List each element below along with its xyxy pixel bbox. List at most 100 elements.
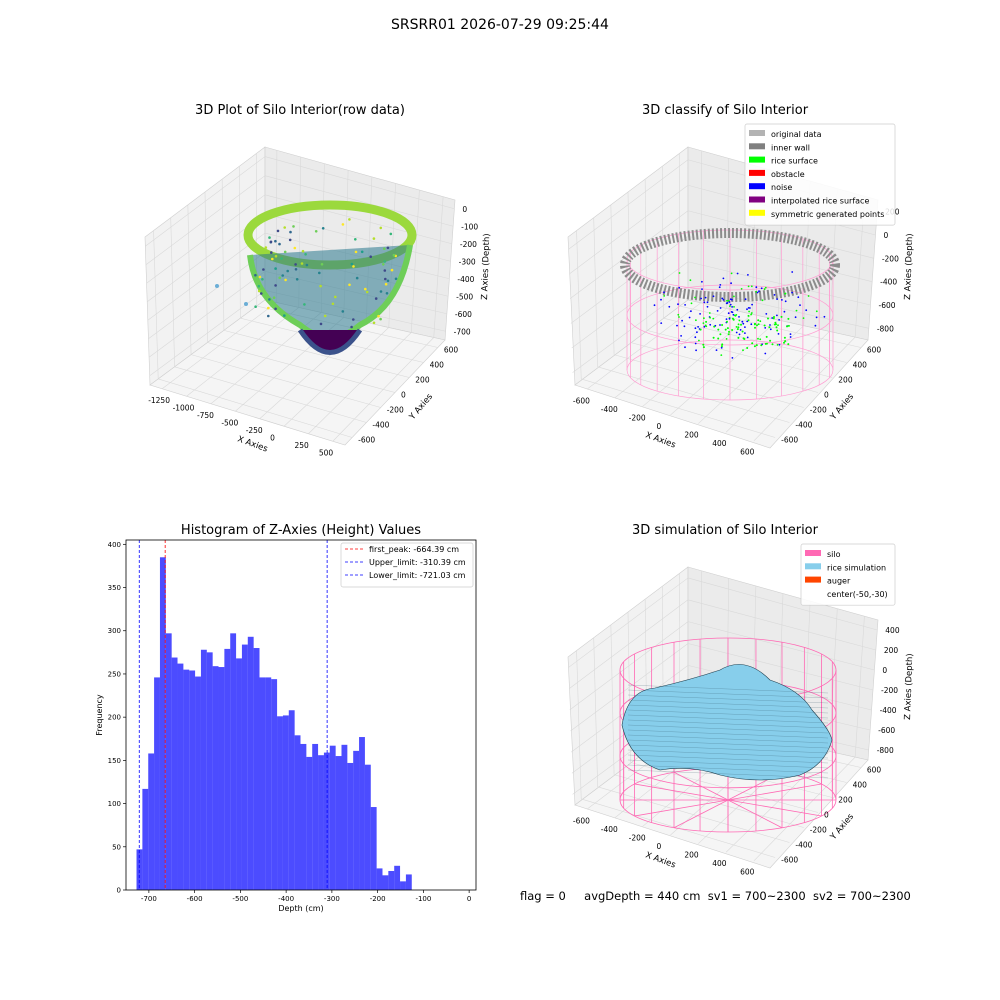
scatter-point — [807, 295, 810, 297]
avg-depth-text: avgDepth = 440 cm — [584, 889, 701, 903]
grid-line — [147, 232, 266, 321]
scatter-point — [725, 318, 728, 320]
y-tick-label: 0 — [824, 811, 829, 820]
scatter-point — [713, 325, 716, 328]
scatter-point — [278, 242, 281, 246]
scatter-point — [701, 288, 703, 290]
scatter-point — [799, 304, 801, 306]
histogram-bar — [359, 737, 365, 890]
scatter-point — [729, 298, 732, 301]
scatter-point — [386, 246, 390, 250]
scatter-point — [352, 318, 355, 321]
scatter-point — [352, 265, 355, 268]
grid-line — [570, 643, 689, 732]
scatter-point — [726, 327, 729, 330]
x-tick-label: 0 — [270, 433, 275, 442]
grid-line — [576, 230, 582, 379]
scatter-point — [677, 313, 680, 316]
scatter-point — [815, 310, 818, 313]
scatter-point — [729, 303, 732, 306]
scatter-point — [746, 320, 749, 323]
y-tick-label: 200 — [838, 376, 853, 385]
scatter-point — [257, 284, 261, 288]
panel1-outlier-point — [244, 302, 248, 306]
status-footer: flag = 0 avgDepth = 440 cm sv1 = 700~230… — [520, 889, 911, 903]
panel2-legend-frame — [744, 123, 896, 226]
scatter-point — [776, 298, 778, 300]
y-tick-label: -400 — [795, 421, 812, 430]
scatter-point — [699, 328, 702, 331]
scatter-point — [386, 279, 390, 283]
scatter-point — [742, 322, 745, 325]
scatter-point — [747, 285, 750, 288]
panel1-pane-floor — [149, 299, 446, 446]
scatter-point — [257, 289, 261, 293]
scatter-point — [743, 338, 746, 340]
scatter-point — [780, 315, 783, 318]
y-tick-label: 400 — [108, 541, 121, 549]
panel1-title: 3D Plot of Silo Interior(row data) — [195, 103, 405, 118]
histogram-bar — [212, 666, 219, 890]
scatter-point — [737, 336, 740, 339]
z-tick-label: -800 — [877, 324, 894, 333]
x-tick-label: 400 — [712, 859, 727, 868]
grid-line — [264, 194, 452, 245]
surface-mesh-line — [627, 689, 829, 699]
scatter-point — [724, 328, 727, 331]
scatter-point — [741, 320, 744, 323]
scatter-point — [678, 339, 680, 342]
scatter-point — [787, 317, 790, 320]
scatter-point — [267, 314, 270, 318]
scatter-point — [764, 352, 767, 355]
y-tick-label: 200 — [108, 714, 121, 722]
z-tick-label: -700 — [454, 327, 471, 336]
scatter-point — [786, 325, 788, 328]
histogram-bar — [335, 756, 342, 890]
z-tick-label: -200 — [882, 254, 899, 263]
surface-mesh-line — [627, 739, 829, 749]
scatter-point — [764, 286, 767, 289]
scatter-point — [720, 354, 723, 356]
histogram-bar — [329, 745, 336, 890]
grid-line — [687, 286, 869, 329]
scatter-point — [695, 349, 697, 352]
grid-line — [597, 366, 790, 423]
scatter-point — [758, 290, 760, 293]
scatter-point — [268, 236, 271, 239]
scatter-point — [705, 320, 708, 323]
scatter-point — [774, 321, 777, 324]
histogram-bar — [171, 657, 178, 890]
grid-line — [174, 366, 367, 423]
histogram-bar — [282, 715, 289, 890]
scatter-point — [678, 316, 680, 318]
histogram-bar — [177, 663, 184, 890]
scatter-point — [660, 298, 662, 301]
y-tick-label: 400 — [853, 361, 868, 370]
scatter-point — [791, 291, 793, 294]
y-tick-label: 600 — [867, 766, 882, 775]
scatter-point — [699, 313, 701, 315]
scatter-point — [382, 263, 385, 266]
scatter-point — [737, 323, 740, 326]
scatter-point — [778, 319, 780, 321]
scatter-point — [678, 272, 681, 274]
surface-mesh-line — [627, 699, 829, 709]
scatter-point — [379, 290, 383, 293]
scatter-point — [292, 225, 295, 228]
histogram-bar — [206, 652, 213, 890]
scatter-point — [684, 304, 686, 306]
scatter-point — [759, 338, 762, 341]
grid-line — [433, 196, 444, 338]
x-tick-label: -1250 — [148, 396, 170, 405]
scatter-point — [769, 324, 771, 326]
scatter-point — [727, 312, 730, 315]
scatter-point — [390, 268, 394, 272]
scatter-point — [274, 239, 277, 243]
grid-line — [568, 159, 689, 250]
panel2-legend-swatch — [749, 183, 765, 190]
scatter-point — [341, 310, 345, 313]
scatter-point — [293, 246, 297, 250]
scatter-point — [694, 296, 696, 299]
scatter-point — [738, 319, 741, 322]
